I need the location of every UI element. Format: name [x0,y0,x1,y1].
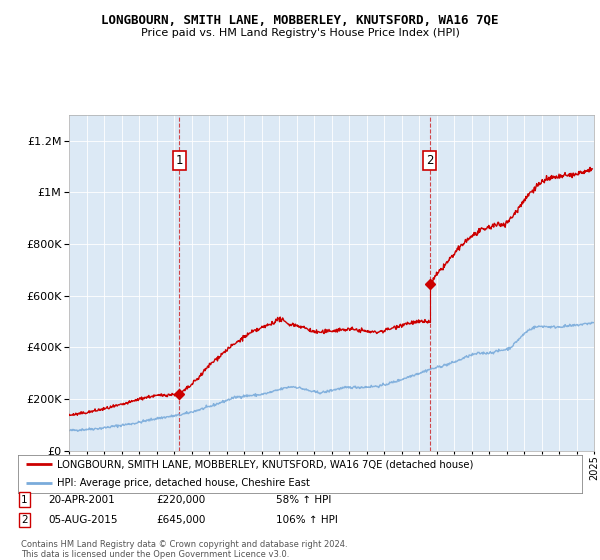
Text: 1: 1 [21,494,28,505]
Text: LONGBOURN, SMITH LANE, MOBBERLEY, KNUTSFORD, WA16 7QE: LONGBOURN, SMITH LANE, MOBBERLEY, KNUTSF… [101,14,499,27]
Text: £220,000: £220,000 [156,494,205,505]
Text: 2: 2 [426,153,433,167]
Text: 20-APR-2001: 20-APR-2001 [48,494,115,505]
Text: Contains HM Land Registry data © Crown copyright and database right 2024.
This d: Contains HM Land Registry data © Crown c… [21,540,347,559]
Text: 58% ↑ HPI: 58% ↑ HPI [276,494,331,505]
Text: 1: 1 [176,153,183,167]
Text: 106% ↑ HPI: 106% ↑ HPI [276,515,338,525]
Text: 05-AUG-2015: 05-AUG-2015 [48,515,118,525]
Text: 2: 2 [21,515,28,525]
Text: £645,000: £645,000 [156,515,205,525]
Text: LONGBOURN, SMITH LANE, MOBBERLEY, KNUTSFORD, WA16 7QE (detached house): LONGBOURN, SMITH LANE, MOBBERLEY, KNUTSF… [58,459,474,469]
Text: Price paid vs. HM Land Registry's House Price Index (HPI): Price paid vs. HM Land Registry's House … [140,28,460,38]
Text: HPI: Average price, detached house, Cheshire East: HPI: Average price, detached house, Ches… [58,478,310,488]
